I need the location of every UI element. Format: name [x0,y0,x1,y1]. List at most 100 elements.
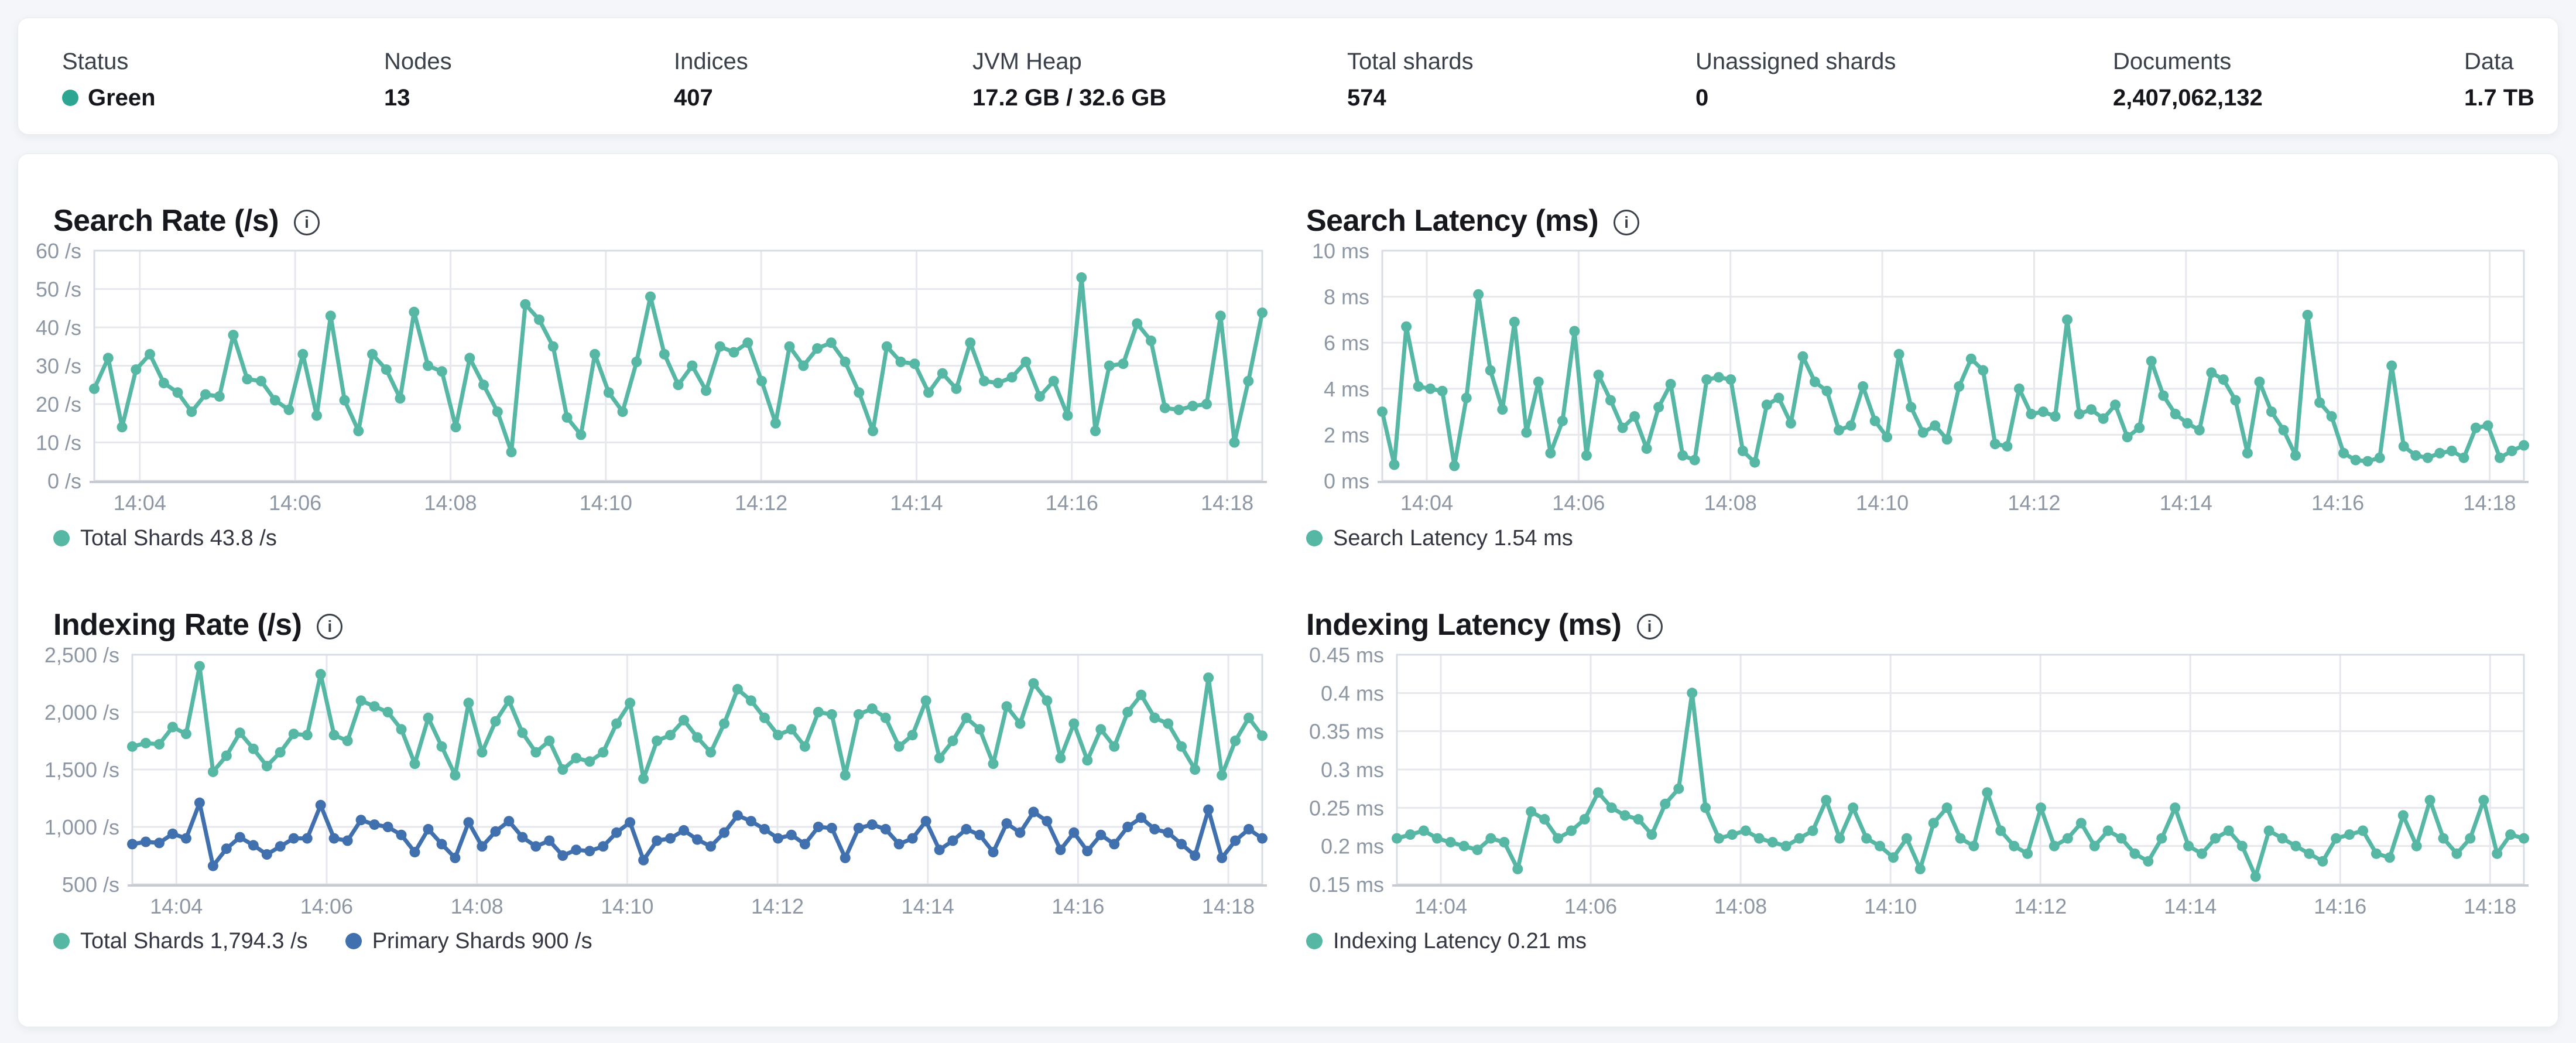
data-point [934,844,945,856]
legend-dot-icon [53,933,70,949]
data-point [1095,724,1107,735]
data-point [2022,848,2033,859]
data-point [2129,848,2140,859]
data-point [2451,848,2462,859]
y-tick-label: 0.35 ms [1309,720,1384,744]
y-tick-label: 10 /s [36,431,81,455]
data-point [154,738,165,750]
data-point [2013,383,2025,394]
data-point [1136,689,1147,700]
data-point [288,833,299,844]
data-point [907,730,918,741]
data-point [1028,678,1039,689]
indexing-latency-title-row: Indexing Latency (ms) i [1306,604,1663,646]
data-point [1780,840,1791,852]
legend-item[interactable]: Total Shards 1,794.3 /s [53,929,308,954]
data-point [1773,392,1784,403]
data-point [1673,783,1684,794]
stat-value: 13 [384,85,410,111]
legend-item[interactable]: Total Shards 43.8 /s [53,526,277,551]
data-point [517,727,528,738]
data-point [1665,378,1676,389]
data-point [881,341,892,352]
info-icon[interactable]: i [317,614,343,640]
x-tick-label: 14:08 [451,894,503,918]
data-point [1257,833,1268,844]
data-point [1149,712,1160,723]
cluster-overview-bar: Status Green Nodes 13 Indices 407 JVM He… [18,18,2558,135]
data-point [1389,459,1400,470]
data-point [2122,432,2133,443]
data-point [1217,852,1228,863]
data-point [611,827,622,838]
data-point [1122,707,1133,717]
data-point [742,337,753,348]
info-icon[interactable]: i [1636,614,1663,640]
legend-item[interactable]: Indexing Latency 0.21 ms [1306,929,1587,954]
y-tick-label: 0 ms [1324,469,1369,493]
info-icon[interactable]: i [294,210,320,235]
data-point [772,833,783,844]
data-point [974,724,985,735]
data-point [463,697,474,709]
data-point [464,353,475,364]
data-point [2183,840,2194,852]
data-point [1230,736,1241,746]
legend-item[interactable]: Primary Shards 900 /s [345,929,592,954]
data-point [1485,833,1496,844]
data-point [1068,718,1080,729]
data-point [923,387,934,398]
data-point [659,348,670,360]
data-point [813,707,824,717]
data-point [288,729,299,740]
data-point [1068,827,1080,838]
data-point [1954,381,1965,392]
data-point [951,383,962,394]
data-point [131,364,142,375]
data-point [2182,418,2193,429]
x-tick-label: 14:12 [751,894,804,918]
data-point [988,847,999,858]
data-point [2398,441,2409,452]
data-point [396,724,407,735]
data-point [2218,374,2229,385]
data-point [825,337,837,348]
data-point [127,741,138,752]
search-rate-chart[interactable]: 0 /s 10 /s 20 /s 30 /s 40 /s 50 /s 60 /s 14:04 1… [36,239,1300,516]
data-point [1982,787,1993,798]
data-point [732,810,743,821]
data-point [1104,360,1115,371]
x-tick-label: 14:10 [601,894,653,918]
data-point [1149,823,1160,835]
data-point [974,829,985,840]
data-point [947,835,958,846]
data-point [576,429,587,440]
info-icon[interactable]: i [1614,210,1640,235]
y-tick-label: 1,000 /s [44,815,119,839]
data-point [584,846,595,857]
data-point [1834,425,1844,436]
legend-dot-icon [345,933,362,949]
data-point [154,837,165,849]
data-point [1701,374,1712,385]
data-point [423,360,433,371]
data-point [705,841,716,852]
legend-item[interactable]: Search Latency 1.54 ms [1306,526,1573,551]
data-point [1082,755,1093,766]
indexing-latency-chart[interactable]: 0.15 ms 0.2 ms 0.25 ms 0.3 ms 0.35 ms 0.4 ms 0… [1271,643,2576,920]
data-point [2478,795,2489,806]
search-latency-chart[interactable]: 0 ms 2 ms 4 ms 6 ms 8 ms 10 ms 14:04 14:06 14:08… [1271,239,2576,516]
search-rate-title-row: Search Rate (/s) i [53,200,320,242]
x-tick-label: 14:12 [2008,491,2060,515]
data-point [2009,840,2020,852]
data-point [409,758,420,770]
data-point [638,854,649,866]
data-point [1914,863,1926,874]
data-point [1526,806,1537,817]
data-point [812,343,823,354]
data-point [1888,852,1899,863]
x-tick-label: 14:08 [1714,894,1767,918]
data-point [1592,787,1604,798]
x-tick-label: 14:12 [735,491,787,515]
indexing-rate-chart[interactable]: 500 /s 1,000 /s 1,500 /s 2,000 /s 2,500 /s 14… [42,643,1300,920]
